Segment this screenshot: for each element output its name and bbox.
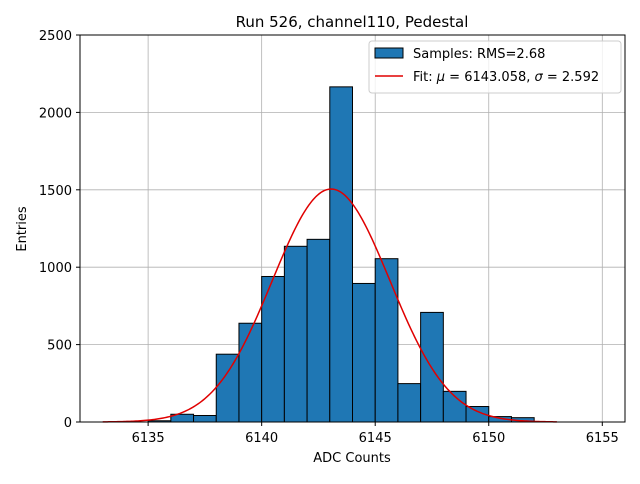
ticks-layer: 6135 6140 6145 6150 6155 0 500 1000 1500 2000 2500	[39, 29, 619, 446]
legend-fit-mu-symbol: μ	[436, 70, 445, 85]
histogram-bar	[283, 245, 308, 423]
y-tick-label: 500	[47, 339, 72, 354]
plot-frame	[79, 34, 626, 423]
bars-layer	[147, 86, 535, 423]
x-axis-label: ADC Counts	[313, 451, 391, 466]
y-axis-label: Entries	[15, 206, 30, 252]
chart-title: Run 526, channel110, Pedestal	[236, 13, 469, 31]
histogram-bar	[397, 383, 422, 423]
legend-fit-label: Fit: μ = 6143.058, σ = 2.592	[413, 70, 599, 85]
histogram-bar	[374, 258, 399, 423]
histogram-bar	[329, 86, 353, 423]
legend-fit-sigma-value: = 2.592	[543, 70, 599, 85]
legend: Samples: RMS=2.68 Fit: μ = 6143.058, σ =…	[368, 40, 622, 94]
x-tick-label: 6140	[245, 431, 278, 446]
legend-fit-mu-value: = 6143.058,	[445, 70, 534, 85]
histogram-bar	[215, 353, 240, 423]
legend-histogram-label: Samples: RMS=2.68	[413, 47, 545, 62]
legend-box	[368, 40, 622, 94]
legend-histogram-swatch	[374, 47, 404, 59]
y-tick-label: 1500	[39, 184, 72, 199]
y-tick-label: 2000	[39, 106, 72, 121]
x-tick-label: 6150	[472, 431, 505, 446]
legend-fit-prefix: Fit:	[413, 70, 437, 85]
x-tick-label: 6135	[132, 431, 165, 446]
x-tick-label: 6145	[359, 431, 392, 446]
x-tick-label: 6155	[586, 431, 619, 446]
histogram-bar	[238, 322, 263, 423]
histogram-bar	[193, 414, 217, 423]
histogram-bar	[352, 282, 376, 423]
y-tick-label: 2500	[39, 29, 72, 44]
y-tick-label: 0	[64, 416, 72, 431]
fit-curve	[102, 188, 557, 423]
y-tick-label: 1000	[39, 261, 72, 276]
legend-fit-sigma-symbol: σ	[535, 70, 544, 85]
histogram-bar	[306, 238, 331, 423]
